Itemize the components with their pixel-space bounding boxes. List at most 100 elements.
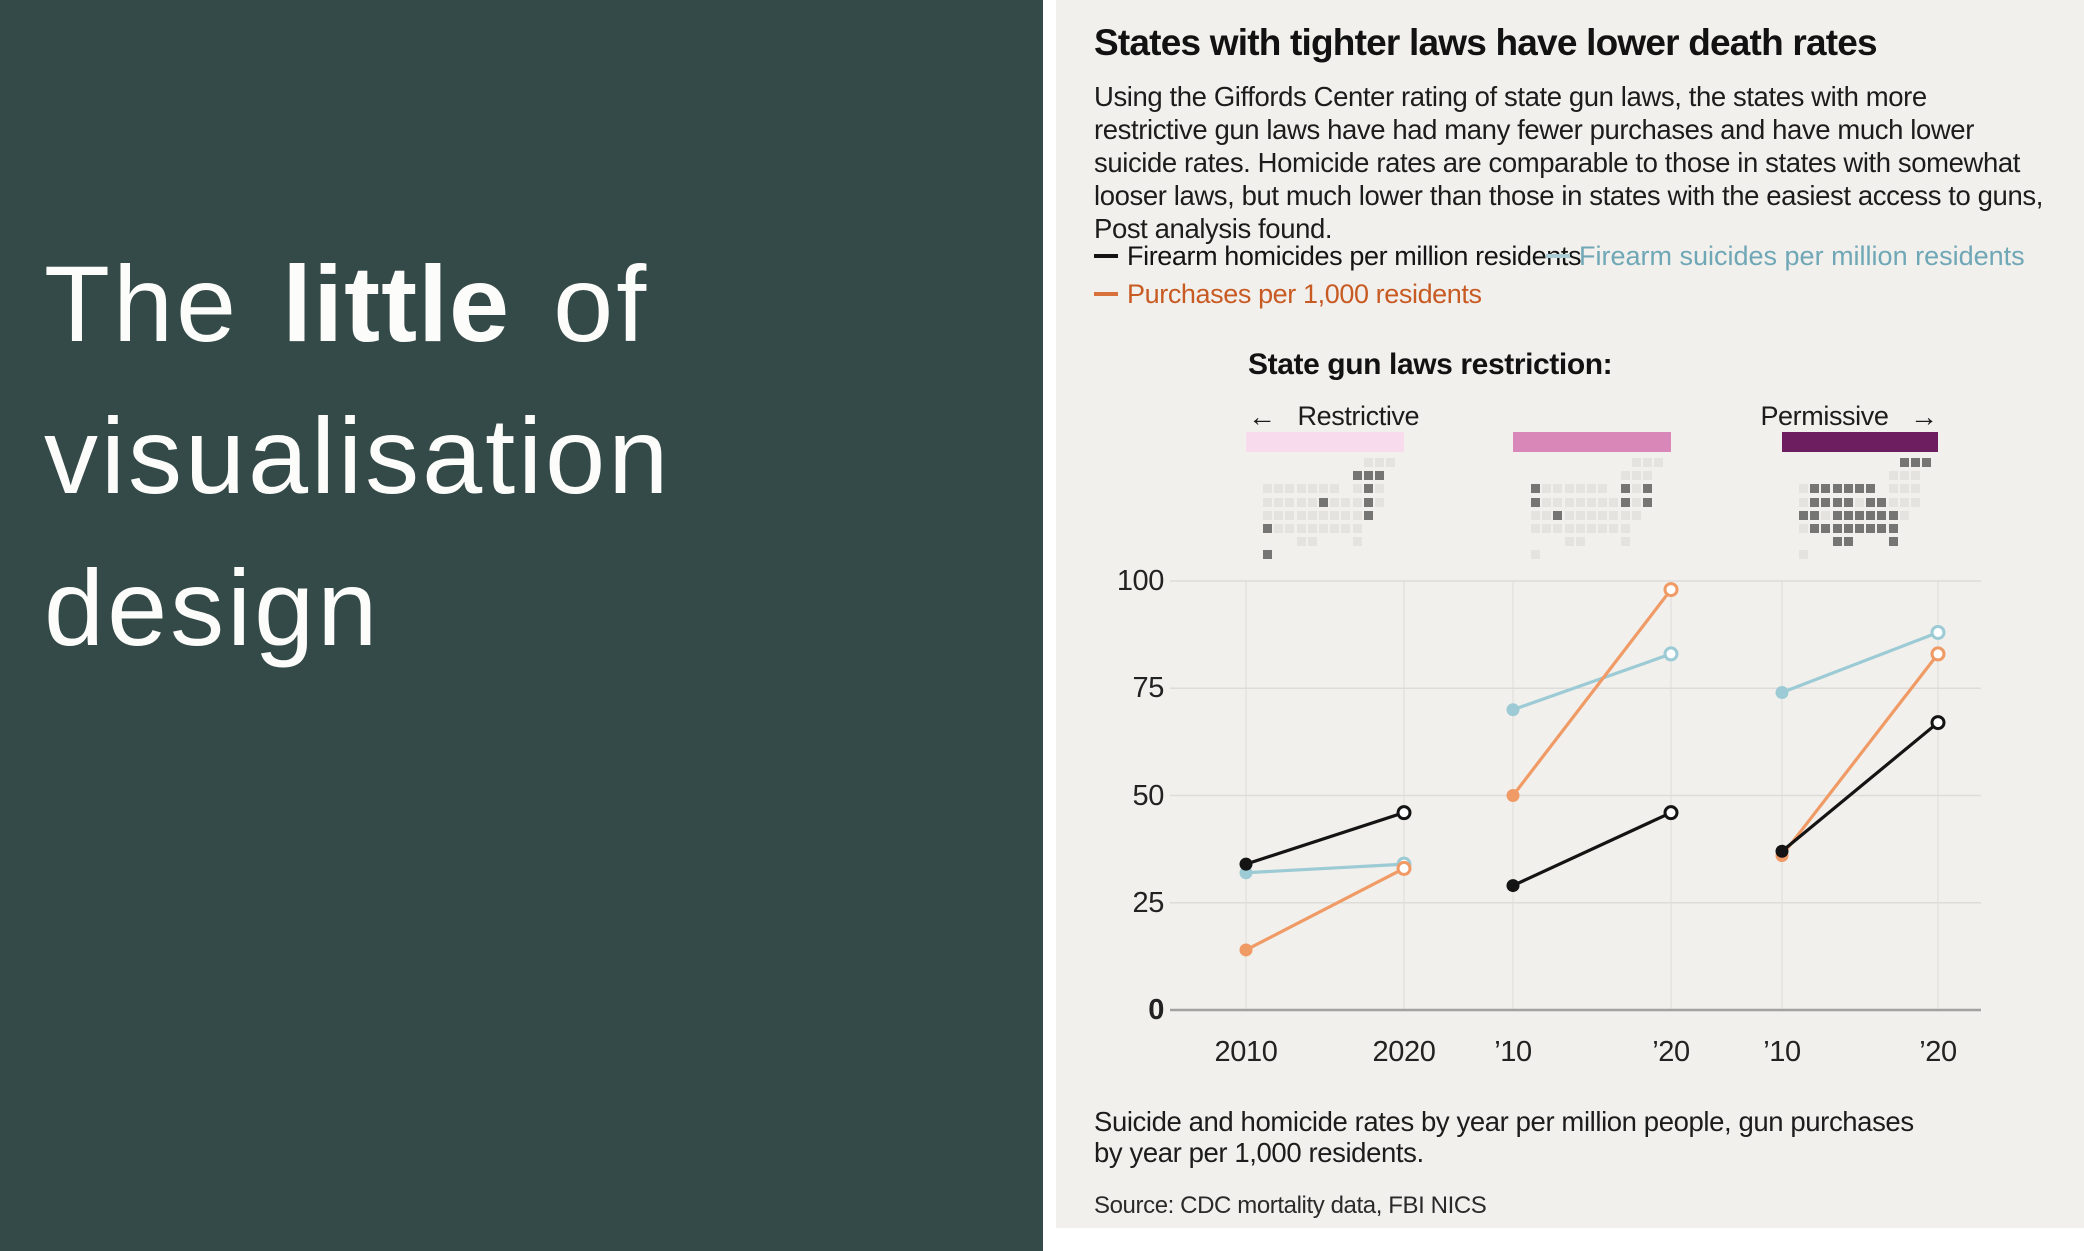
state-tile bbox=[1587, 510, 1596, 520]
state-tile bbox=[1832, 484, 1842, 494]
state-tile bbox=[1855, 510, 1864, 520]
state-tile bbox=[1285, 497, 1295, 507]
state-tile bbox=[1575, 510, 1585, 520]
source-note: Source: CDC mortality data, FBI NICS bbox=[1094, 1192, 1487, 1219]
title-word-little: little bbox=[282, 243, 511, 364]
permissive-direction-label: Permissive → bbox=[1760, 400, 1938, 432]
state-tile bbox=[1888, 484, 1898, 494]
chart-headline: States with tighter laws have lower deat… bbox=[1094, 22, 1878, 63]
state-tile bbox=[1911, 458, 1920, 467]
legend-item-suicides: Firearm suicides per million residents bbox=[1546, 240, 2025, 272]
end-dot-homicides-permissive bbox=[1930, 715, 1946, 731]
permissive-label: Permissive bbox=[1760, 401, 1889, 431]
slope-line-homicides-permissive bbox=[1780, 721, 1940, 853]
state-tile bbox=[1319, 484, 1328, 494]
left-arrow-icon: ← bbox=[1248, 401, 1276, 432]
x-tick-3: ’20 bbox=[1652, 1036, 1690, 1068]
state-tile bbox=[1877, 510, 1887, 520]
state-tile bbox=[1274, 524, 1284, 533]
state-tile bbox=[1542, 484, 1552, 494]
state-tile bbox=[1575, 497, 1585, 507]
state-tile bbox=[1352, 524, 1362, 533]
state-tile bbox=[1888, 537, 1898, 547]
state-tile bbox=[1799, 524, 1808, 533]
purchases-dash-icon bbox=[1094, 292, 1118, 296]
state-tile bbox=[1810, 484, 1820, 494]
start-dot-suicides-middle bbox=[1506, 703, 1520, 717]
state-tile bbox=[1564, 484, 1574, 494]
state-tile bbox=[1341, 524, 1351, 533]
state-tile bbox=[1285, 484, 1295, 494]
state-tile bbox=[1832, 497, 1842, 507]
state-tile bbox=[1531, 497, 1540, 507]
state-tile bbox=[1296, 510, 1306, 520]
state-tile bbox=[1553, 524, 1563, 533]
chart-caption: Suicide and homicide rates by year per m… bbox=[1094, 1106, 1914, 1168]
state-tile bbox=[1564, 537, 1574, 547]
suicides-dash-icon bbox=[1546, 254, 1570, 258]
start-dot-homicides-permissive bbox=[1775, 844, 1789, 858]
legend-item-purchases: Purchases per 1,000 residents bbox=[1094, 278, 1482, 310]
state-tile bbox=[1553, 510, 1563, 520]
state-tile bbox=[1843, 497, 1853, 507]
category-color-bar-restrictive bbox=[1246, 432, 1404, 452]
state-tile bbox=[1564, 497, 1574, 507]
state-tile bbox=[1587, 497, 1596, 507]
state-tile bbox=[1643, 484, 1652, 494]
state-tile bbox=[1899, 484, 1909, 494]
state-tile bbox=[1888, 510, 1898, 520]
state-tile bbox=[1363, 510, 1373, 520]
state-tile bbox=[1319, 510, 1328, 520]
state-tile bbox=[1631, 510, 1641, 520]
legend-item-homicides: Firearm homicides per million residents bbox=[1094, 240, 1581, 272]
legend-label-purchases: Purchases per 1,000 residents bbox=[1127, 278, 1482, 309]
state-tile bbox=[1888, 524, 1898, 533]
category-color-bar-permissive bbox=[1782, 432, 1938, 452]
state-tile bbox=[1531, 510, 1540, 520]
state-tile bbox=[1587, 484, 1596, 494]
state-tile bbox=[1620, 537, 1630, 547]
state-tile bbox=[1542, 524, 1552, 533]
state-tile bbox=[1352, 497, 1362, 507]
legend-label-homicides: Firearm homicides per million residents bbox=[1127, 240, 1582, 271]
title-line-3: design bbox=[44, 547, 381, 668]
state-tile bbox=[1620, 484, 1630, 494]
state-tile bbox=[1609, 524, 1619, 533]
state-tile bbox=[1307, 510, 1317, 520]
state-tile bbox=[1654, 458, 1664, 467]
x-tick-4: ’10 bbox=[1763, 1036, 1801, 1068]
y-tick-0: 0 bbox=[1148, 994, 1164, 1026]
slope-line-purchases-middle bbox=[1511, 588, 1673, 797]
state-tile bbox=[1274, 484, 1284, 494]
state-tile bbox=[1375, 471, 1384, 481]
restrictive-label: Restrictive bbox=[1297, 401, 1420, 431]
state-tile bbox=[1821, 524, 1831, 533]
state-tile bbox=[1877, 497, 1887, 507]
state-tile bbox=[1899, 510, 1909, 520]
state-tile bbox=[1363, 458, 1373, 467]
state-tile bbox=[1911, 471, 1920, 481]
end-dot-homicides-middle bbox=[1663, 805, 1679, 821]
state-tile bbox=[1855, 497, 1864, 507]
state-tile bbox=[1911, 484, 1920, 494]
state-tile bbox=[1263, 484, 1272, 494]
right-arrow-icon: → bbox=[1910, 401, 1938, 432]
state-tile bbox=[1263, 497, 1272, 507]
state-tile bbox=[1375, 484, 1384, 494]
state-tile bbox=[1352, 537, 1362, 547]
state-tile bbox=[1799, 484, 1808, 494]
state-tile bbox=[1832, 537, 1842, 547]
state-tile bbox=[1319, 497, 1328, 507]
state-tile bbox=[1866, 484, 1876, 494]
end-dot-purchases-middle bbox=[1663, 582, 1679, 598]
state-tile bbox=[1386, 458, 1396, 467]
state-tile bbox=[1352, 484, 1362, 494]
state-tile bbox=[1620, 510, 1630, 520]
state-tile bbox=[1341, 497, 1351, 507]
state-tile bbox=[1274, 510, 1284, 520]
y-tick-50: 50 bbox=[1132, 779, 1165, 812]
state-tile bbox=[1888, 471, 1898, 481]
state-tile bbox=[1352, 471, 1362, 481]
state-tile bbox=[1363, 471, 1373, 481]
